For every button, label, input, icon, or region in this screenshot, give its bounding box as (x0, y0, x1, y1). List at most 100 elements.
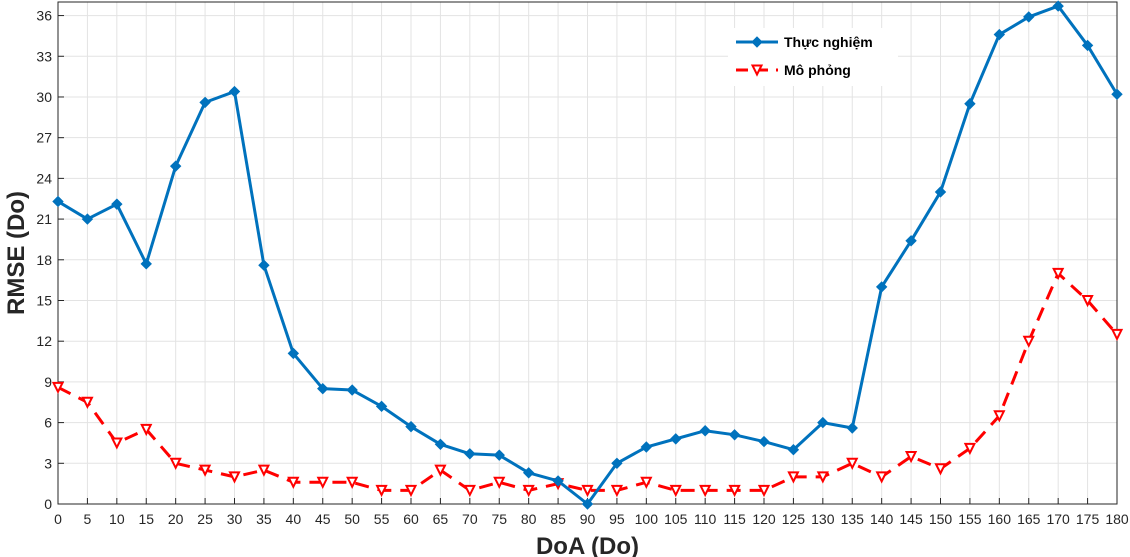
mo-phong-point (728, 484, 741, 498)
mo-phong-point (846, 457, 859, 471)
thuc-nghiem-point (375, 400, 388, 413)
x-tick-label: 0 (54, 511, 62, 527)
thuc-nghiem-point (934, 186, 947, 198)
x-tick-label: 75 (491, 511, 507, 527)
mo-phong-point (404, 484, 418, 498)
x-tick-label: 150 (929, 511, 953, 527)
x-tick-label: 30 (227, 511, 243, 527)
x-tick-label: 50 (344, 511, 360, 527)
x-tick-label: 5 (84, 511, 92, 527)
x-tick-label: 15 (138, 511, 154, 527)
y-tick-label: 30 (36, 89, 52, 105)
mo-phong-point (699, 484, 712, 498)
mo-phong-point (816, 471, 829, 484)
x-tick-label: 55 (374, 511, 390, 527)
mo-phong-point (1022, 335, 1035, 348)
grid-lines (57, 2, 1118, 505)
y-tick-label: 36 (36, 8, 52, 24)
mo-phong-point (934, 463, 947, 476)
x-tick-label: 110 (694, 511, 717, 527)
mo-phong-point (875, 471, 888, 484)
y-tick-label: 12 (36, 333, 52, 349)
thuc-nghiem-point (111, 198, 123, 210)
thuc-nghiem-point (434, 438, 447, 451)
thuc-nghiem-point (169, 160, 182, 172)
x-tick-label: 100 (635, 511, 659, 527)
x-tick-label: 70 (462, 511, 478, 527)
thuc-nghiem-point (787, 444, 800, 456)
x-tick-label: 90 (580, 511, 596, 527)
thuc-nghiem-point (228, 85, 241, 98)
thuc-nghiem-point (1111, 88, 1123, 100)
thuc-nghiem-point (875, 281, 888, 293)
thuc-nghiem-point (905, 235, 917, 247)
y-tick-label: 0 (44, 496, 52, 512)
mo-phong-point (257, 464, 271, 477)
mo-phong-point (316, 476, 329, 490)
mo-phong-point (287, 476, 300, 490)
y-tick-label: 9 (44, 374, 52, 390)
x-tick-label: 105 (664, 511, 688, 527)
thuc-nghiem-point (81, 213, 94, 225)
x-tick-label: 130 (811, 511, 835, 527)
thuc-nghiem-point (258, 259, 270, 271)
x-tick-label: 95 (609, 511, 625, 527)
series-layer (51, 0, 1124, 510)
thuc-nghiem-point (199, 96, 211, 109)
y-tick-label: 15 (36, 292, 52, 308)
x-tick-label: 140 (870, 511, 894, 527)
mo-phong-point (81, 396, 94, 409)
x-tick-label: 120 (752, 511, 776, 527)
x-tick-label: 65 (433, 511, 449, 527)
x-tick-label: 115 (723, 511, 746, 527)
x-tick-label: 80 (521, 511, 537, 527)
thuc-nghiem-point (346, 384, 358, 396)
thuc-nghiem-point (611, 457, 623, 470)
thuc-nghiem-point (493, 449, 505, 461)
mo-phong-point (346, 476, 359, 490)
y-tick-label: 6 (44, 415, 52, 431)
legend-marker (751, 36, 763, 48)
mo-phong-point (51, 381, 65, 395)
x-tick-label: 20 (168, 511, 184, 527)
mo-phong-point (669, 484, 682, 498)
thuc-nghiem-point (405, 420, 417, 433)
thuc-nghiem-point (846, 422, 858, 434)
y-axis-label: RMSE (Do) (3, 191, 30, 315)
mo-phong-point (493, 476, 506, 490)
y-tick-label: 33 (36, 48, 52, 64)
y-tick-label: 24 (36, 170, 52, 186)
thuc-nghiem-point (581, 498, 594, 510)
mo-phong-point (581, 484, 594, 498)
x-tick-label: 85 (550, 511, 566, 527)
thuc-nghiem-point (817, 416, 829, 429)
x-tick-label: 160 (988, 511, 1012, 527)
x-tick-label: 155 (958, 511, 982, 527)
y-tick-label: 21 (36, 211, 52, 227)
mo-phong-point (963, 442, 977, 456)
mo-phong-point (610, 484, 624, 498)
thuc-nghiem-point (140, 258, 152, 270)
x-tick-label: 135 (841, 511, 865, 527)
legend: Thực nghiệm Mô phỏng (728, 28, 898, 86)
mo-phong-point (904, 451, 918, 464)
thuc-nghiem-point (552, 475, 564, 487)
thuc-nghiem-point (1052, 0, 1064, 12)
mo-phong-point (1081, 294, 1094, 308)
thuc-nghiem-point (464, 448, 476, 460)
thuc-nghiem-point (670, 433, 682, 445)
thuc-nghiem-point (1023, 11, 1035, 23)
thuc-nghiem-point (993, 28, 1006, 41)
x-tick-label: 10 (109, 511, 125, 527)
thuc-nghiem-point (522, 467, 535, 479)
mo-phong-point (169, 457, 182, 471)
thuc-nghiem-point (758, 435, 770, 448)
thuc-nghiem-point (640, 441, 653, 453)
legend-label: Mô phỏng (784, 62, 851, 78)
thuc-nghiem-point (52, 195, 64, 208)
x-tick-label: 170 (1046, 511, 1070, 527)
thuc-nghiem-point (728, 429, 741, 441)
series-thuc-nghiem (52, 0, 1123, 510)
x-tick-label: 145 (899, 511, 923, 527)
